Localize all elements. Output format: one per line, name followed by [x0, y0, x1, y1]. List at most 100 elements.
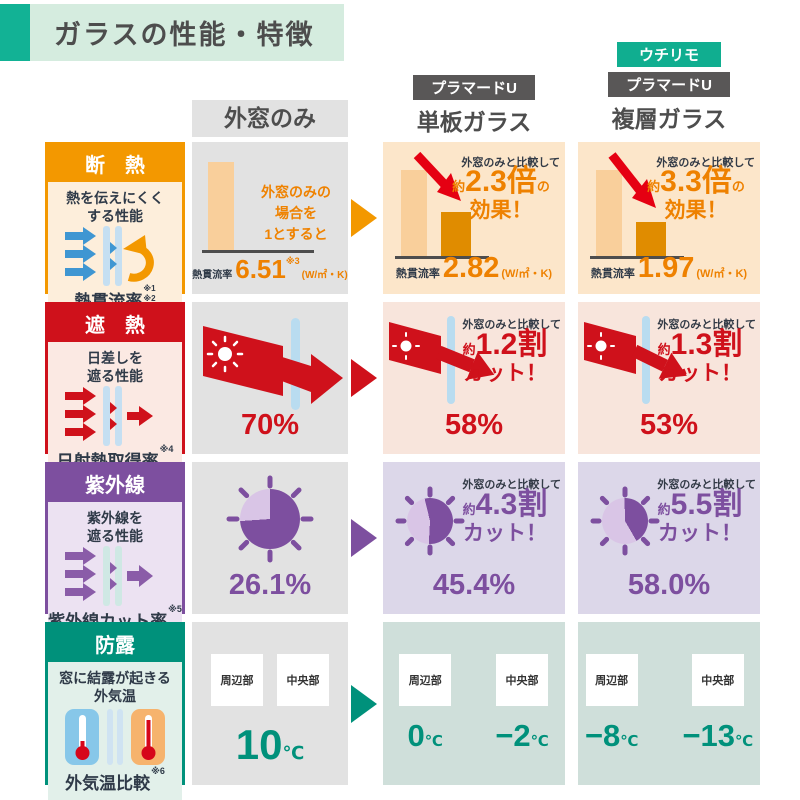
uv-sun-pie-icon	[590, 486, 660, 556]
uv-label-card: 紫外線 紫外線を 遮る性能	[45, 462, 185, 639]
row-condensation: 防露 窓に結露が起きる 外気温	[0, 622, 800, 800]
edge-zone-label: 周辺部	[399, 654, 452, 706]
heat-shading-icon	[65, 386, 153, 447]
row-uv: 紫外線 紫外線を 遮る性能	[0, 462, 800, 639]
condensation-title: 防露	[48, 625, 182, 662]
improved-bar	[441, 212, 471, 256]
uv-outer-value: 26.1%	[228, 569, 312, 601]
insulation-desc: 熱を伝えにくく する性能	[66, 190, 164, 225]
chart-baseline	[590, 256, 684, 259]
center-temp: 中央部 −2℃	[495, 654, 549, 754]
improved-bar	[636, 222, 666, 256]
shading-double-value: 53%	[639, 409, 699, 441]
edge-zone-label: 周辺部	[211, 654, 263, 706]
insulation-outer-cell: 外窓のみの 場合を 1とすると 熱貫流率 6.51※3(W/㎡・K)	[192, 142, 348, 294]
uv-double-value: 58.0%	[627, 569, 711, 601]
sun-through-glass-icon	[203, 318, 343, 410]
effect-text: 約1.3割 カット！	[657, 328, 743, 385]
center-zone-label: 中央部	[277, 654, 329, 706]
condensation-single-cell: 周辺部 0℃ 中央部 −2℃	[383, 622, 565, 785]
uchirimo-badge: ウチリモ	[616, 42, 721, 67]
u-value-outer: 熱貫流率 6.51※3(W/㎡・K)	[192, 254, 348, 284]
shading-desc: 日差しを 遮る性能	[87, 350, 143, 385]
shading-outer-value: 70%	[240, 409, 300, 441]
comparison-note: 外窓のみと比較して	[656, 157, 755, 169]
edge-temp: 周辺部 0℃	[399, 654, 452, 754]
uv-card-body: 紫外線を 遮る性能 紫外線カット率	[48, 502, 182, 639]
condensation-card-body: 窓に結露が起きる 外気温 外気温比較 ※6	[48, 662, 182, 800]
effect-text: 約4.3割 カット！	[462, 488, 548, 545]
flow-arrow-icon	[351, 199, 377, 237]
temp-zone-labels: 周辺部 中央部	[192, 654, 348, 706]
condensation-outer-value: 10℃	[235, 721, 305, 768]
u-value-double: 熱貫流率 1.97 (W/㎡・K)	[590, 252, 748, 284]
u-value-single: 熱貫流率 2.82 (W/㎡・K)	[395, 252, 553, 284]
shading-card-body: 日差しを 遮る性能 日射熱取得率	[48, 342, 182, 479]
reference-bar	[596, 170, 622, 256]
center-zone-label: 中央部	[496, 654, 548, 706]
condensation-double-cell: 周辺部 −8℃ 中央部 −13℃	[578, 622, 760, 785]
plamard-u-badge: プラマードU	[413, 75, 535, 100]
decrease-arrow-icon	[608, 152, 656, 208]
column-header-single-glass: プラマードU 単板ガラス	[383, 75, 565, 137]
effect-text: 約2.3倍の 効果！	[452, 165, 550, 222]
flow-arrow-icon	[351, 359, 377, 397]
row-insulation: 断 熱 熱を伝えにくく する性能	[0, 142, 800, 319]
title-accent-square	[0, 4, 30, 61]
title-box: ガラスの性能・特徴	[30, 4, 345, 61]
heat-insulation-icon	[65, 226, 154, 287]
condensation-metric: 外気温比較 ※6	[65, 766, 165, 794]
condensation-desc: 窓に結露が起きる 外気温	[59, 670, 171, 705]
plamard-u-badge: プラマードU	[608, 72, 730, 97]
page-title-bar: ガラスの性能・特徴	[0, 4, 345, 61]
uv-single-value: 45.4%	[432, 569, 516, 601]
insulation-double-cell: 外窓のみと比較して 約3.3倍の 効果！ 熱貫流率 1.97 (W/㎡・K)	[578, 142, 760, 294]
edge-zone-label: 周辺部	[585, 654, 638, 706]
sun-through-glass-icon	[389, 316, 495, 404]
uv-sun-pie-icon	[395, 486, 465, 556]
condensation-label-card: 防露 窓に結露が起きる 外気温	[45, 622, 185, 800]
center-zone-label: 中央部	[691, 654, 744, 706]
page-title: ガラスの性能・特徴	[54, 20, 315, 50]
effect-text: 約1.2割 カット！	[462, 328, 548, 385]
temp-values: 周辺部 0℃ 中央部 −2℃	[383, 654, 565, 754]
comparison-note: 外窓のみと比較して	[461, 157, 560, 169]
insulation-card-body: 熱を伝えにくく する性能	[48, 182, 182, 319]
uv-title: 紫外線	[48, 465, 182, 502]
chart-baseline	[395, 256, 489, 259]
temp-values: 周辺部 −8℃ 中央部 −13℃	[578, 654, 760, 754]
center-temp: 中央部 −13℃	[682, 654, 753, 754]
flow-arrow-icon	[351, 519, 377, 557]
comparison-note: 外窓のみと比較して	[657, 479, 756, 491]
uv-sun-pie-icon	[226, 475, 314, 563]
uv-block-icon	[65, 546, 153, 607]
flow-arrow-icon	[351, 684, 377, 723]
insulation-title: 断 熱	[48, 145, 182, 182]
shading-title: 遮 熱	[48, 305, 182, 342]
single-glass-label: 単板ガラス	[416, 109, 532, 135]
comparison-note: 外窓のみと比較して	[462, 479, 561, 491]
decrease-arrow-icon	[413, 151, 461, 201]
comparison-note: 外窓のみと比較して	[657, 319, 756, 331]
effect-text: 約3.3倍の 効果！	[647, 165, 745, 222]
condensation-outer-cell: 周辺部 中央部 10℃	[192, 622, 348, 785]
thermometer-comparison-icon	[65, 709, 165, 766]
shading-single-cell: 外窓のみと比較して 約1.2割 カット！ 58%	[383, 302, 565, 454]
uv-double-cell: 外窓のみと比較して 約5.5割 カット！ 58.0%	[578, 462, 760, 614]
uv-single-cell: 外窓のみと比較して 約4.3割 カット！ 45.4%	[383, 462, 565, 614]
shading-double-cell: 外窓のみと比較して 約1.3割 カット！ 53%	[578, 302, 760, 454]
uv-outer-cell: 26.1%	[192, 462, 348, 614]
sun-through-glass-icon	[584, 316, 687, 404]
column-header-outer-only: 外窓のみ	[192, 100, 348, 137]
reference-caption: 外窓のみの 場合を 1とすると	[261, 184, 331, 242]
effect-text: 約5.5割 カット！	[657, 488, 743, 545]
comparison-note: 外窓のみと比較して	[462, 319, 561, 331]
footnote-marks: ※1 ※2	[143, 284, 156, 303]
row-shading: 遮 熱 日差しを 遮る性能	[0, 302, 800, 479]
column-header-double-glass: ウチリモ プラマードU 複層ガラス	[578, 42, 760, 134]
reference-bar	[208, 162, 234, 250]
insulation-single-cell: 外窓のみと比較して 約2.3倍の 効果！ 熱貫流率 2.82 (W/㎡・K)	[383, 142, 565, 294]
shading-label-card: 遮 熱 日差しを 遮る性能	[45, 302, 185, 479]
uv-desc: 紫外線を 遮る性能	[87, 510, 143, 545]
